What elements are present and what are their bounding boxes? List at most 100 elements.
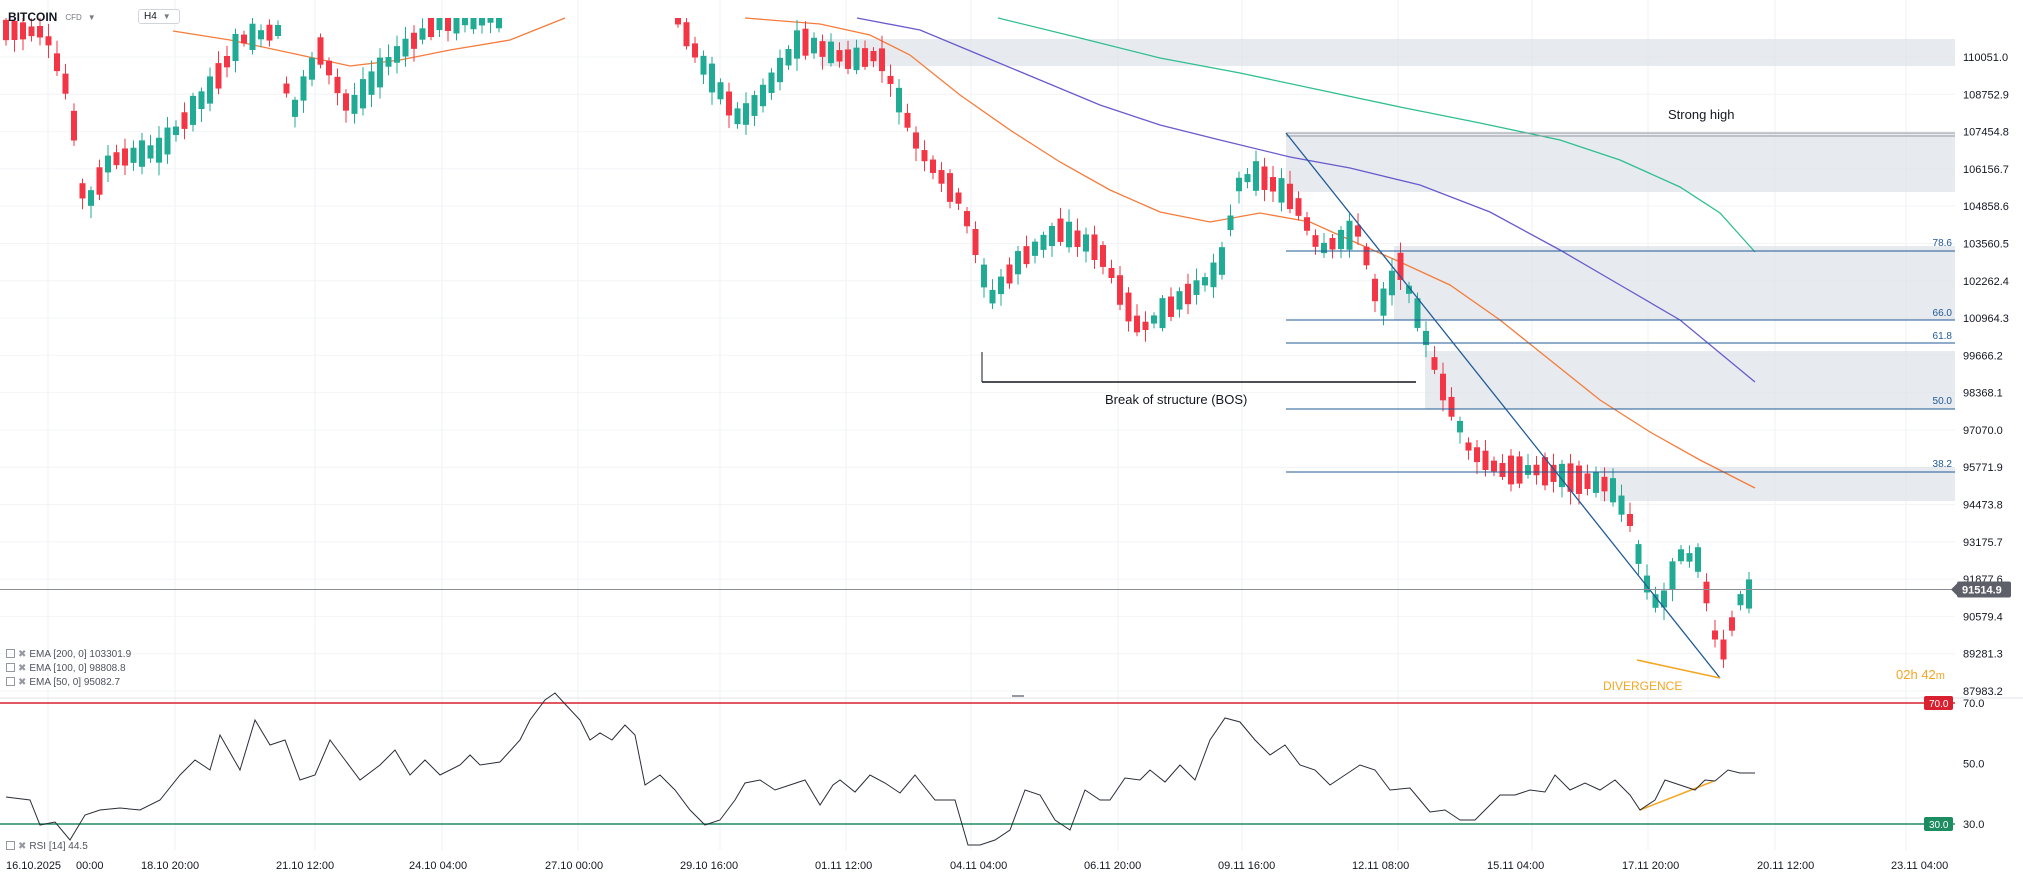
candle-23 [198, 91, 205, 110]
candle-146 [1414, 298, 1421, 328]
candle-79 [845, 49, 851, 69]
candle-123 [1219, 247, 1225, 275]
candle-161 [1542, 457, 1548, 486]
close-icon[interactable]: ✖ [18, 663, 27, 674]
eye-icon[interactable] [6, 841, 15, 850]
symbol-name[interactable]: BITCOIN [8, 10, 58, 24]
candle-128 [1261, 166, 1268, 190]
candle-39 [334, 76, 341, 94]
candle-175 [1661, 590, 1667, 608]
candle-49 [419, 28, 426, 40]
eye-icon[interactable] [6, 677, 15, 686]
price-divergence-line[interactable] [1636, 659, 1721, 679]
candle-131 [1287, 183, 1293, 210]
countdown-minutes: 42 [1921, 667, 1935, 682]
time-label-1: 00:00 [76, 860, 104, 872]
price-label-4: 104858.6 [1963, 201, 2009, 213]
candle-42 [360, 79, 366, 109]
candle-152 [1465, 442, 1472, 451]
candle-86 [904, 112, 911, 128]
timeframe-selector[interactable]: H4 ▼ [138, 9, 180, 24]
candle-159 [1525, 465, 1531, 475]
close-icon[interactable]: ✖ [18, 841, 27, 852]
candle-15 [130, 147, 137, 163]
legend-rsi[interactable]: ✖ RSI [14] 44.5 [6, 841, 88, 852]
bar-countdown: 02h 42m [1896, 667, 1945, 682]
ema50-line-a [172, 17, 566, 67]
price-label-17: 87983.2 [1963, 686, 2003, 698]
candle-18 [156, 137, 162, 163]
candle-22 [190, 95, 196, 125]
candle-143 [1389, 270, 1395, 296]
candle-64 [717, 82, 724, 100]
eye-icon[interactable] [6, 649, 15, 658]
chevron-down-icon[interactable]: ▼ [87, 12, 96, 22]
time-label-11: 12.11 08:00 [1352, 860, 1409, 872]
legend-ema100[interactable]: ✖ EMA [100, 0] 98808.8 [6, 663, 126, 674]
price-label-11: 95771.9 [1963, 462, 2003, 474]
candle-113 [1134, 315, 1140, 333]
candle-173 [1644, 575, 1650, 593]
candle-38 [326, 60, 332, 76]
candle-162 [1550, 464, 1557, 482]
last-price-badge [1957, 581, 2011, 598]
candle-91 [947, 173, 953, 202]
candle-63 [709, 63, 715, 93]
last-price-badge-arrow [1951, 583, 1957, 596]
candle-98 [1006, 264, 1013, 284]
candle-55 [470, 18, 477, 30]
candle-14 [122, 148, 128, 166]
close-icon[interactable]: ✖ [18, 649, 27, 660]
candle-5 [45, 36, 52, 46]
candle-76 [819, 41, 826, 57]
candle-88 [921, 150, 928, 162]
candle-185 [1746, 579, 1752, 609]
candles [3, 18, 1752, 668]
candle-116 [1159, 298, 1166, 329]
time-label-7: 01.11 12:00 [815, 860, 872, 872]
candle-78 [836, 50, 843, 62]
candle-104 [1057, 218, 1064, 242]
candle-166 [1584, 473, 1591, 490]
candle-103 [1049, 225, 1055, 247]
candle-29 [249, 23, 256, 51]
candle-3 [28, 26, 35, 37]
candle-74 [802, 28, 809, 56]
legend-ema200[interactable]: ✖ EMA [200, 0] 103301.9 [6, 649, 131, 660]
rsi-oversold-value: 30.0 [1929, 820, 1949, 831]
exchange-tag: CFD [65, 12, 82, 22]
candle-141 [1372, 278, 1378, 302]
rsi-pane: 70.0 50.0 30.0 70.0 30.0 [0, 692, 2023, 846]
candle-19 [164, 127, 171, 155]
candle-80 [853, 47, 860, 71]
strong-high-label: Strong high [1668, 107, 1735, 122]
candle-184 [1737, 594, 1744, 606]
candle-181 [1712, 630, 1718, 640]
candle-68 [751, 95, 758, 116]
fib-trendline[interactable] [1285, 132, 1721, 679]
candle-122 [1210, 262, 1217, 288]
candle-101 [1032, 241, 1038, 256]
candle-97 [998, 276, 1004, 295]
candle-180 [1703, 581, 1710, 604]
fib-label-50-0: 50.0 [1933, 396, 1953, 407]
candle-10 [88, 190, 94, 206]
price-label-0: 110051.0 [1963, 52, 2008, 64]
candle-59 [675, 18, 681, 25]
candle-153 [1474, 447, 1480, 463]
close-icon[interactable]: ✖ [18, 677, 27, 688]
divergence-label: DIVERGENCE [1603, 679, 1682, 693]
time-label-15: 23.11 04:00 [1891, 860, 1948, 872]
candle-132 [1295, 198, 1302, 216]
symbol-header[interactable]: BITCOIN CFD ▼ [8, 10, 96, 24]
candle-95 [981, 264, 987, 288]
candle-129 [1270, 177, 1276, 192]
time-label-5: 27.10 00:00 [545, 860, 603, 872]
legend-ema50[interactable]: ✖ EMA [50, 0] 95082.7 [6, 677, 120, 688]
eye-icon[interactable] [6, 663, 15, 672]
candle-142 [1380, 288, 1387, 316]
rsi-divergence-line[interactable] [1639, 780, 1715, 811]
supply-zone-2 [1394, 246, 1955, 320]
